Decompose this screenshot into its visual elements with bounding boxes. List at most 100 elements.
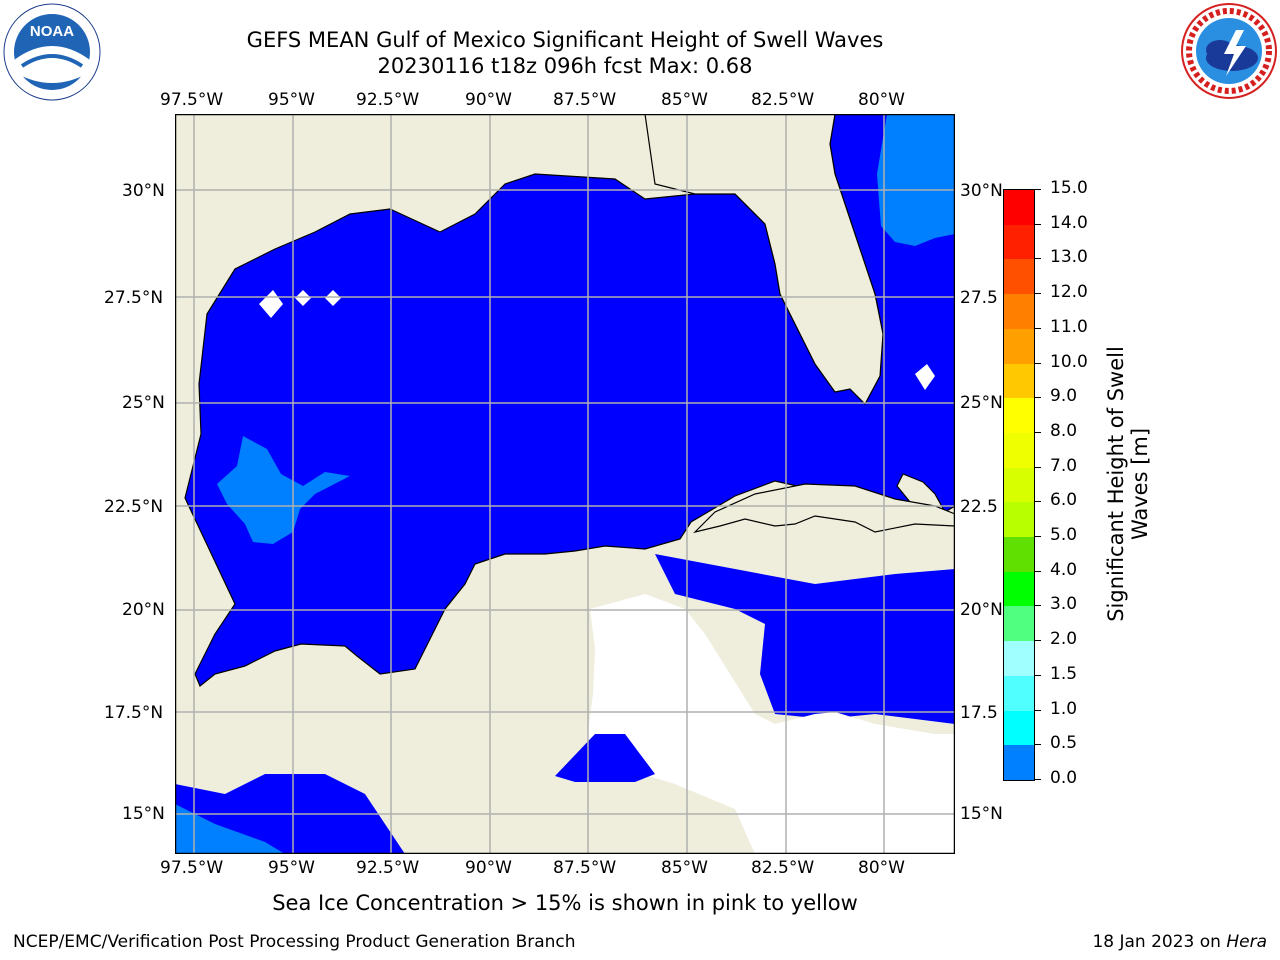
swell-region-west-gulf bbox=[217, 436, 350, 544]
footer-date-text: 18 Jan 2023 on bbox=[1092, 932, 1227, 952]
lat-label-right: 27.5 bbox=[960, 288, 998, 308]
colorbar-segment bbox=[1004, 641, 1034, 677]
colorbar-title: Significant Height of Swell Waves [m] bbox=[1104, 346, 1152, 622]
colorbar-tick-label: 5.0 bbox=[1050, 525, 1078, 546]
colorbar-tick-mark bbox=[1034, 327, 1041, 329]
colorbar-tick-mark bbox=[1034, 397, 1041, 399]
colorbar-tick-label: 1.0 bbox=[1050, 698, 1078, 719]
colorbar-tick-label: 6.0 bbox=[1050, 490, 1078, 511]
colorbar bbox=[1003, 189, 1035, 781]
noaa-logo: NOAA bbox=[2, 2, 102, 102]
colorbar-tick-label: 9.0 bbox=[1050, 386, 1078, 407]
swell-height-map bbox=[175, 114, 955, 854]
colorbar-segment bbox=[1004, 710, 1034, 746]
colorbar-tick-label: 7.0 bbox=[1050, 455, 1078, 476]
colorbar-tick-label: 2.0 bbox=[1050, 629, 1078, 650]
lat-label-left: 17.5°N bbox=[104, 703, 164, 723]
swell-region-atlantic bbox=[877, 114, 955, 246]
map-gridlines bbox=[175, 114, 955, 854]
lon-label-top: 95°W bbox=[268, 90, 315, 110]
no-data-blob bbox=[295, 290, 311, 306]
colorbar-segment bbox=[1004, 224, 1034, 260]
colorbar-tick-label: 4.0 bbox=[1050, 559, 1078, 580]
no-data-blob bbox=[915, 364, 935, 390]
colorbar-tick-label: 13.0 bbox=[1050, 247, 1088, 268]
colorbar-segment bbox=[1004, 571, 1034, 607]
swell-region-honduras bbox=[555, 734, 655, 782]
colorbar-tick-mark bbox=[1034, 189, 1041, 190]
colorbar-tick-mark bbox=[1034, 605, 1041, 607]
colorbar-segment bbox=[1004, 363, 1034, 399]
lat-label-left: 27.5°N bbox=[104, 288, 164, 308]
lat-label-right: 22.5 bbox=[960, 497, 998, 517]
lon-label-bottom: 90°W bbox=[465, 858, 512, 878]
swell-region-caribbean bbox=[655, 554, 955, 724]
lon-label-bottom: 97.5°W bbox=[160, 858, 224, 878]
colorbar-tick-label: 0.5 bbox=[1050, 733, 1078, 754]
colorbar-segment bbox=[1004, 606, 1034, 642]
colorbar-segment bbox=[1004, 259, 1034, 295]
colorbar-tick-label: 12.0 bbox=[1050, 282, 1088, 303]
colorbar-tick-label: 3.0 bbox=[1050, 594, 1078, 615]
nws-logo bbox=[1180, 2, 1278, 100]
lat-label-right: 25°N bbox=[960, 393, 1003, 413]
no-data-region bbox=[587, 594, 955, 854]
lon-label-top: 82.5°W bbox=[751, 90, 815, 110]
colorbar-title-line2: Waves [m] bbox=[1128, 427, 1152, 541]
lon-label-bottom: 82.5°W bbox=[751, 858, 815, 878]
lon-label-top: 80°W bbox=[858, 90, 905, 110]
lon-label-bottom: 85°W bbox=[661, 858, 708, 878]
footer-org: NCEP/EMC/Verification Post Processing Pr… bbox=[13, 932, 576, 952]
lat-label-right: 17.5 bbox=[960, 703, 998, 723]
lat-label-right: 20°N bbox=[960, 600, 1003, 620]
colorbar-segment bbox=[1004, 502, 1034, 538]
colorbar-segment bbox=[1004, 745, 1034, 781]
colorbar-segment bbox=[1004, 294, 1034, 330]
lon-label-bottom: 80°W bbox=[858, 858, 905, 878]
lat-label-left: 25°N bbox=[122, 393, 165, 413]
colorbar-tick-mark bbox=[1034, 362, 1041, 364]
colorbar-tick-mark bbox=[1034, 223, 1041, 225]
colorbar-tick-mark bbox=[1034, 293, 1041, 295]
lon-label-bottom: 95°W bbox=[268, 858, 315, 878]
colorbar-tick-mark bbox=[1034, 431, 1041, 433]
lon-label-top: 92.5°W bbox=[356, 90, 420, 110]
lon-label-top: 85°W bbox=[661, 90, 708, 110]
map-frame bbox=[175, 114, 955, 854]
florida-land bbox=[644, 114, 884, 405]
colorbar-tick-label: 14.0 bbox=[1050, 212, 1088, 233]
footer-host: Hera bbox=[1226, 932, 1267, 952]
swell-region-pacific-light bbox=[175, 804, 285, 854]
colorbar-segment bbox=[1004, 432, 1034, 469]
lat-label-left: 20°N bbox=[122, 600, 165, 620]
lat-label-left: 22.5°N bbox=[104, 497, 164, 517]
colorbar-title-line1: Significant Height of Swell bbox=[1104, 346, 1128, 622]
colorbar-tick-label: 0.0 bbox=[1050, 768, 1078, 788]
lon-label-top: 90°W bbox=[465, 90, 512, 110]
colorbar-tick-label: 1.5 bbox=[1050, 663, 1078, 684]
colorbar-tick-mark bbox=[1034, 779, 1041, 780]
colorbar-tick-label: 10.0 bbox=[1050, 351, 1088, 372]
lat-label-left: 15°N bbox=[122, 804, 165, 824]
colorbar-tick-mark bbox=[1034, 570, 1041, 572]
colorbar-tick-mark bbox=[1034, 466, 1041, 468]
swell-region-gulf bbox=[184, 114, 955, 687]
colorbar-segment bbox=[1004, 328, 1034, 365]
colorbar-segment bbox=[1004, 537, 1034, 573]
chart-subtitle: 20230116 t18z 096h fcst Max: 0.68 bbox=[377, 54, 753, 78]
chart-title: GEFS MEAN Gulf of Mexico Significant Hei… bbox=[246, 28, 884, 52]
no-data-blob bbox=[325, 290, 341, 306]
colorbar-tick-mark bbox=[1034, 536, 1041, 538]
colorbar-tick-mark bbox=[1034, 744, 1041, 746]
colorbar-segment bbox=[1004, 398, 1034, 434]
lon-label-bottom: 92.5°W bbox=[356, 858, 420, 878]
lat-label-left: 30°N bbox=[122, 181, 165, 201]
colorbar-tick-mark bbox=[1034, 501, 1041, 503]
footer-date: 18 Jan 2023 on Hera bbox=[1092, 932, 1267, 952]
colorbar-tick-label: 15.0 bbox=[1050, 178, 1088, 198]
lat-label-right: 30°N bbox=[960, 181, 1003, 201]
colorbar-segment bbox=[1004, 467, 1034, 503]
colorbar-tick-label: 8.0 bbox=[1050, 420, 1078, 441]
cuba-land bbox=[693, 483, 955, 534]
noaa-logo-text: NOAA bbox=[30, 23, 74, 40]
